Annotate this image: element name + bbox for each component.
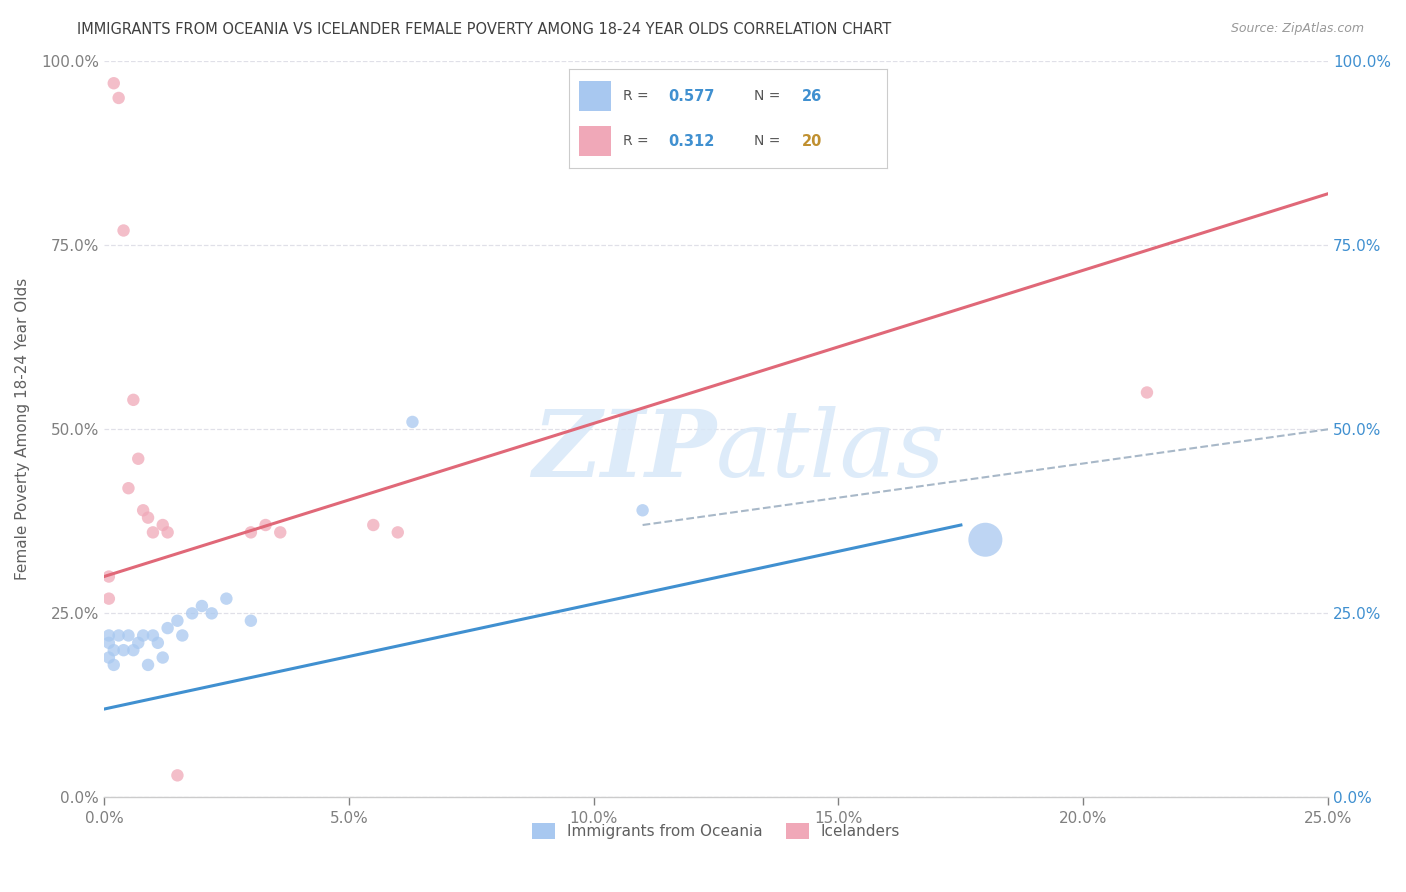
Point [156, 621, 179, 635]
Point [239, 614, 262, 628]
Point [127, 451, 149, 466]
Text: atlas: atlas [716, 407, 946, 496]
Point [136, 510, 159, 524]
Point [201, 607, 224, 621]
Point [146, 636, 169, 650]
Point [156, 525, 179, 540]
Point [172, 628, 194, 642]
Point [122, 643, 145, 657]
Point [117, 628, 139, 642]
Point [152, 518, 174, 533]
Text: IMMIGRANTS FROM OCEANIA VS ICELANDER FEMALE POVERTY AMONG 18-24 YEAR OLDS CORREL: IMMIGRANTS FROM OCEANIA VS ICELANDER FEM… [77, 22, 891, 37]
Y-axis label: Female Poverty Among 18-24 Year Olds: Female Poverty Among 18-24 Year Olds [15, 278, 30, 581]
Point [103, 657, 125, 672]
Point [97, 569, 120, 583]
Point [112, 223, 135, 237]
Point [974, 533, 997, 547]
Point [97, 636, 120, 650]
Point [132, 503, 155, 517]
Point [269, 525, 291, 540]
Point [401, 415, 423, 429]
Point [112, 643, 135, 657]
Legend: Immigrants from Oceania, Icelanders: Immigrants from Oceania, Icelanders [526, 817, 907, 845]
Point [361, 518, 384, 533]
Point [97, 628, 120, 642]
Point [142, 525, 165, 540]
Point [136, 657, 159, 672]
Point [117, 481, 139, 495]
Point [254, 518, 277, 533]
Point [97, 591, 120, 606]
Text: Source: ZipAtlas.com: Source: ZipAtlas.com [1230, 22, 1364, 36]
Point [122, 392, 145, 407]
Point [103, 76, 125, 90]
Point [1136, 385, 1159, 400]
Point [132, 628, 155, 642]
Text: ZIP: ZIP [531, 407, 716, 496]
Point [97, 650, 120, 665]
Point [215, 591, 238, 606]
Point [166, 614, 188, 628]
Point [107, 91, 129, 105]
Point [181, 607, 204, 621]
Point [107, 628, 129, 642]
Point [239, 525, 262, 540]
Point [387, 525, 409, 540]
Point [152, 650, 174, 665]
Point [103, 643, 125, 657]
Point [631, 503, 654, 517]
Point [142, 628, 165, 642]
Point [191, 599, 214, 613]
Point [127, 636, 149, 650]
Point [166, 768, 188, 782]
